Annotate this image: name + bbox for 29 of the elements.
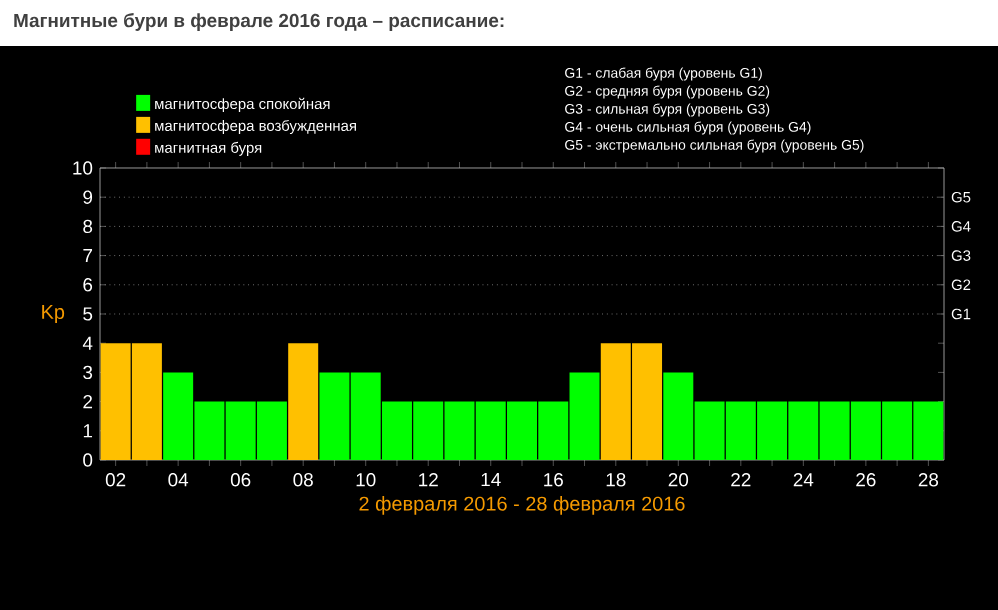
y-axis-title: Kp: [42, 305, 65, 323]
y-tick-label: 10: [73, 161, 93, 175]
x-tick-label: 06: [230, 473, 251, 487]
bar: [288, 343, 319, 460]
y-tick-label: 4: [82, 336, 93, 350]
x-tick-label: 18: [606, 473, 626, 487]
y-tick-label: 6: [83, 278, 93, 292]
y-tick-label: 9: [83, 190, 93, 204]
chart-title: Магнитные бури в феврале 2016 года – расписание:: [14, 13, 504, 31]
x-axis-title: 2 февраля 2016 - 28 февраля 2016: [359, 496, 685, 515]
x-tick-label: 28: [918, 473, 939, 487]
x-tick-label: 04: [168, 473, 189, 487]
y-tick-label: 8: [83, 219, 93, 234]
x-tick-label: 02: [105, 473, 126, 487]
x-tick-label: 08: [293, 473, 313, 487]
y-tick-label: 7: [83, 249, 93, 263]
y-tick-label: 0: [83, 453, 93, 467]
x-tick-label: 24: [793, 473, 814, 487]
x-tick-label: 26: [856, 473, 876, 487]
x-tick-label: 14: [481, 473, 501, 487]
x-tick-label: 22: [731, 473, 751, 487]
x-tick-label: 20: [668, 473, 689, 487]
y-tick-label: 3: [83, 365, 93, 380]
y-tick-label: 1: [83, 424, 93, 438]
x-tick-label: 12: [419, 473, 438, 487]
y-tick-label: 2: [83, 394, 93, 409]
x-tick-label: 16: [544, 473, 563, 487]
y-tick-label: 5: [83, 307, 93, 321]
x-tick-label: 10: [356, 473, 376, 487]
